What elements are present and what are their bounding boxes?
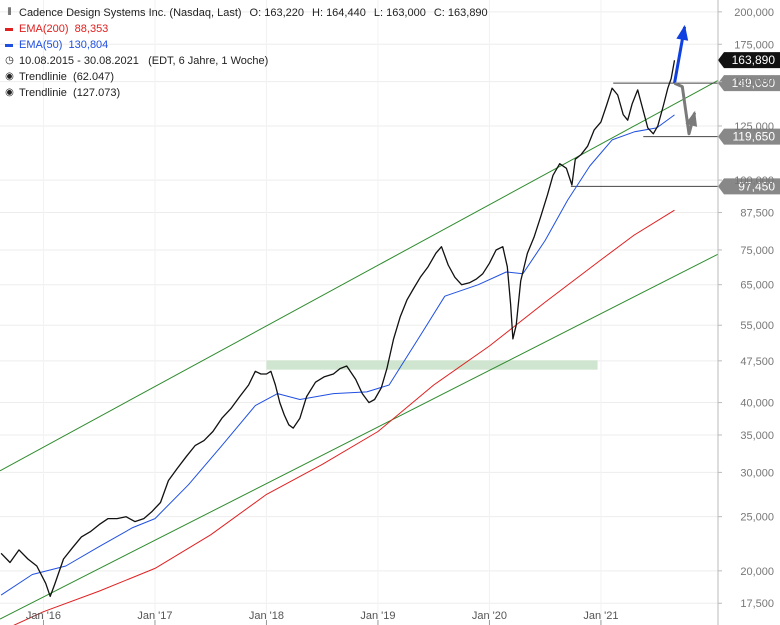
price-label: 149,080 bbox=[732, 76, 776, 90]
chart-title: Cadence Design Systems Inc. (Nasdaq, Las… bbox=[19, 7, 242, 19]
ema200-value: 88,353 bbox=[74, 23, 109, 35]
ohlc-close-label: C: bbox=[433, 7, 445, 19]
ema50-name: EMA(50) bbox=[19, 39, 63, 51]
y-tick-label: 30,000 bbox=[740, 467, 774, 479]
y-tick-label: 87,500 bbox=[740, 208, 774, 220]
ema50-line bbox=[0, 114, 675, 596]
y-tick-label: 75,000 bbox=[740, 245, 774, 257]
price-label-box bbox=[718, 178, 780, 195]
y-tick-label: 175,000 bbox=[734, 39, 774, 51]
price-label-box bbox=[718, 52, 780, 69]
y-tick-label: 20,000 bbox=[740, 566, 774, 578]
y-tick-label: 100,000 bbox=[734, 175, 774, 187]
clock-icon: ◷ bbox=[5, 55, 14, 66]
price-label-box bbox=[718, 75, 780, 92]
y-tick-label: 55,000 bbox=[740, 320, 774, 332]
y-tick-label: 35,000 bbox=[740, 430, 774, 442]
ema200-name: EMA(200) bbox=[19, 23, 69, 35]
x-axis: Jan '16 Jan '17 Jan '18 Jan '19 Jan '20 Jan '… bbox=[26, 610, 619, 625]
trendline-2-name: Trendlinie bbox=[19, 87, 67, 99]
y-tick-label: 125,000 bbox=[734, 121, 774, 133]
trendline-1-name: Trendlinie bbox=[19, 71, 67, 83]
ohlc-low: 163,000 bbox=[386, 7, 426, 19]
trendline-2 bbox=[0, 79, 719, 472]
price-label-box bbox=[718, 128, 780, 145]
ema200-line bbox=[13, 209, 675, 625]
ema50-value: 130,804 bbox=[68, 39, 109, 51]
period-note: (EDT, 6 Jahre, 1 Woche) bbox=[148, 55, 269, 67]
chart-grid bbox=[0, 0, 718, 625]
price-label: 97,450 bbox=[738, 179, 775, 193]
ohlc-low-label: L: bbox=[373, 7, 384, 19]
x-tick-label: Jan '18 bbox=[249, 610, 284, 622]
legend-ema50: EMA(50) 130,804 bbox=[5, 37, 488, 53]
trendlines bbox=[0, 79, 719, 620]
ohlc-close: 163,890 bbox=[447, 7, 488, 19]
y-tick-label: 17,500 bbox=[740, 598, 774, 610]
legend-period: ◷ 10.08.2015 - 30.08.2021 (EDT, 6 Jahre,… bbox=[5, 53, 488, 69]
legend-title-row: ⫴ Cadence Design Systems Inc. (Nasdaq, L… bbox=[5, 5, 488, 21]
ema50-swatch bbox=[5, 43, 13, 47]
y-tick-label: 47,500 bbox=[740, 356, 774, 368]
series-lines bbox=[0, 60, 676, 625]
target-icon: ◉ bbox=[5, 87, 14, 98]
y-tick-label: 150,000 bbox=[734, 77, 774, 89]
scenario-arrows bbox=[673, 24, 698, 136]
y-tick-label: 40,000 bbox=[740, 398, 774, 410]
x-tick-label: Jan '21 bbox=[583, 610, 618, 622]
x-tick-label: Jan '20 bbox=[472, 610, 507, 622]
price-label: 119,650 bbox=[733, 130, 776, 144]
price-label: 163,890 bbox=[732, 53, 776, 67]
x-tick-label: Jan '19 bbox=[360, 610, 395, 622]
price-line bbox=[0, 60, 676, 598]
trendline-1 bbox=[0, 253, 719, 620]
support-zone-rect bbox=[266, 360, 598, 370]
scenario-arrowhead-1 bbox=[676, 24, 689, 41]
ohlc-open: 163,220 bbox=[264, 7, 304, 19]
y-axis: 200,000 175,000 150,000 125,000 100,000 87,50… bbox=[717, 0, 774, 625]
x-tick-label: Jan '16 bbox=[26, 610, 61, 622]
support-zone bbox=[266, 360, 598, 370]
horizontal-levels: 149,080 119,650 97,450 163,890 bbox=[570, 52, 780, 195]
ohlc-open-label: O: bbox=[249, 7, 262, 19]
y-tick-label: 65,000 bbox=[740, 280, 774, 292]
x-tick-label: Jan '17 bbox=[137, 610, 172, 622]
legend-trendline-2: ◉ Trendlinie (127.073) bbox=[5, 85, 488, 101]
legend-ema200: EMA(200) 88,353 bbox=[5, 21, 488, 37]
scenario-arrowhead-2 bbox=[685, 110, 698, 127]
target-icon: ◉ bbox=[5, 71, 14, 82]
candlestick-icon: ⫴ bbox=[7, 7, 12, 18]
trendline-2-value: (127.073) bbox=[73, 87, 121, 99]
ema200-swatch bbox=[5, 27, 13, 31]
y-tick-label: 25,000 bbox=[740, 512, 774, 524]
ohlc-high: 164,440 bbox=[326, 7, 366, 19]
legend-trendline-1: ◉ Trendlinie (62.047) bbox=[5, 69, 488, 85]
y-tick-label: 200,000 bbox=[734, 7, 774, 19]
ohlc-high-label: H: bbox=[312, 7, 323, 19]
trendline-1-value: (62.047) bbox=[73, 71, 115, 83]
period-range: 10.08.2015 - 30.08.2021 bbox=[19, 55, 139, 67]
chart-legend: ⫴ Cadence Design Systems Inc. (Nasdaq, L… bbox=[5, 5, 488, 101]
